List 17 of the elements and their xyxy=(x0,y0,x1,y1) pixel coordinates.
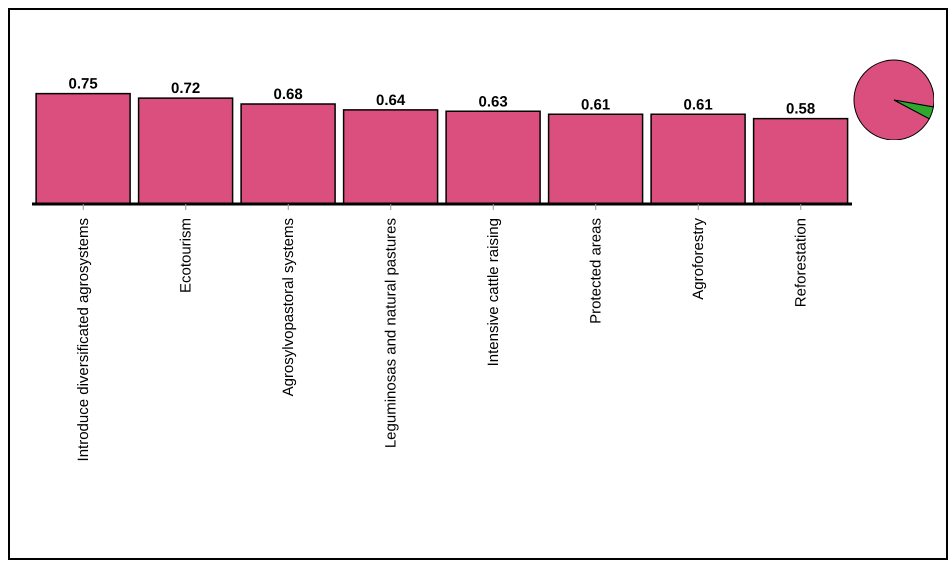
x-tick-label: Agroforestry xyxy=(690,218,707,300)
x-tick-label: Ecotourism xyxy=(177,218,194,294)
data-label: 0.61 xyxy=(581,96,610,114)
x-tick-label: Agrosylvopastoral systems xyxy=(280,218,297,396)
data-label: 0.64 xyxy=(376,92,406,109)
data-label: 0.63 xyxy=(478,93,508,110)
data-label: 0.58 xyxy=(786,100,816,118)
data-label: 0.61 xyxy=(684,96,713,114)
x-tick-label: Protected areas xyxy=(587,218,604,324)
x-tick-label: Reforestation xyxy=(792,218,810,308)
x-tick-label: Introduce diversificated agrosystems xyxy=(74,218,92,462)
pie-slice xyxy=(854,60,934,140)
data-label: 0.72 xyxy=(171,80,200,98)
data-label: 0.75 xyxy=(68,76,98,93)
x-tick-label: Leguminosas and natural pastures xyxy=(382,218,400,448)
x-tick-label: Intensive cattle raising xyxy=(484,218,502,366)
data-label: 0.68 xyxy=(274,86,303,103)
